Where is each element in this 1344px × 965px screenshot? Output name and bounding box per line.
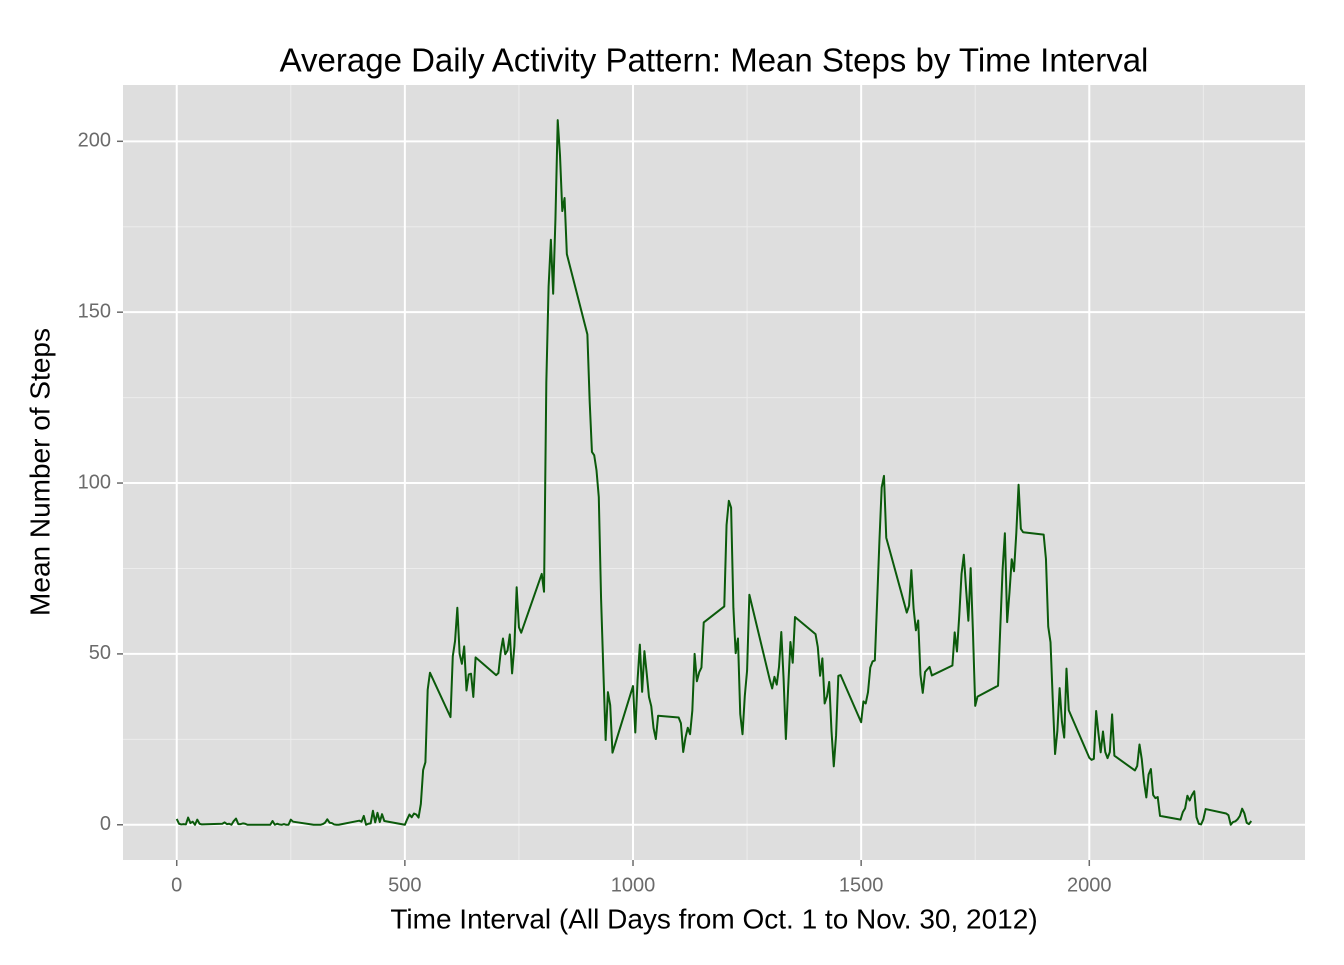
x-tick-label: 0: [171, 874, 182, 896]
data-line: [175, 119, 1253, 826]
y-tick-label: 0: [100, 813, 111, 835]
y-tick-label: 100: [78, 471, 111, 493]
chart-title: Average Daily Activity Pattern: Mean Ste…: [280, 42, 1149, 79]
plot-panel: [123, 85, 1305, 860]
y-tick-label: 50: [89, 642, 111, 664]
x-tick-label: 1500: [839, 874, 884, 896]
x-tick-label: 500: [388, 874, 421, 896]
y-axis-label: Mean Number of Steps: [24, 328, 55, 616]
x-tick-label: 2000: [1067, 874, 1112, 896]
y-tick-label: 150: [78, 300, 111, 322]
y-tick-label: 200: [78, 130, 111, 152]
x-axis-label: Time Interval (All Days from Oct. 1 to N…: [390, 903, 1037, 934]
x-tick-label: 1000: [611, 874, 656, 896]
